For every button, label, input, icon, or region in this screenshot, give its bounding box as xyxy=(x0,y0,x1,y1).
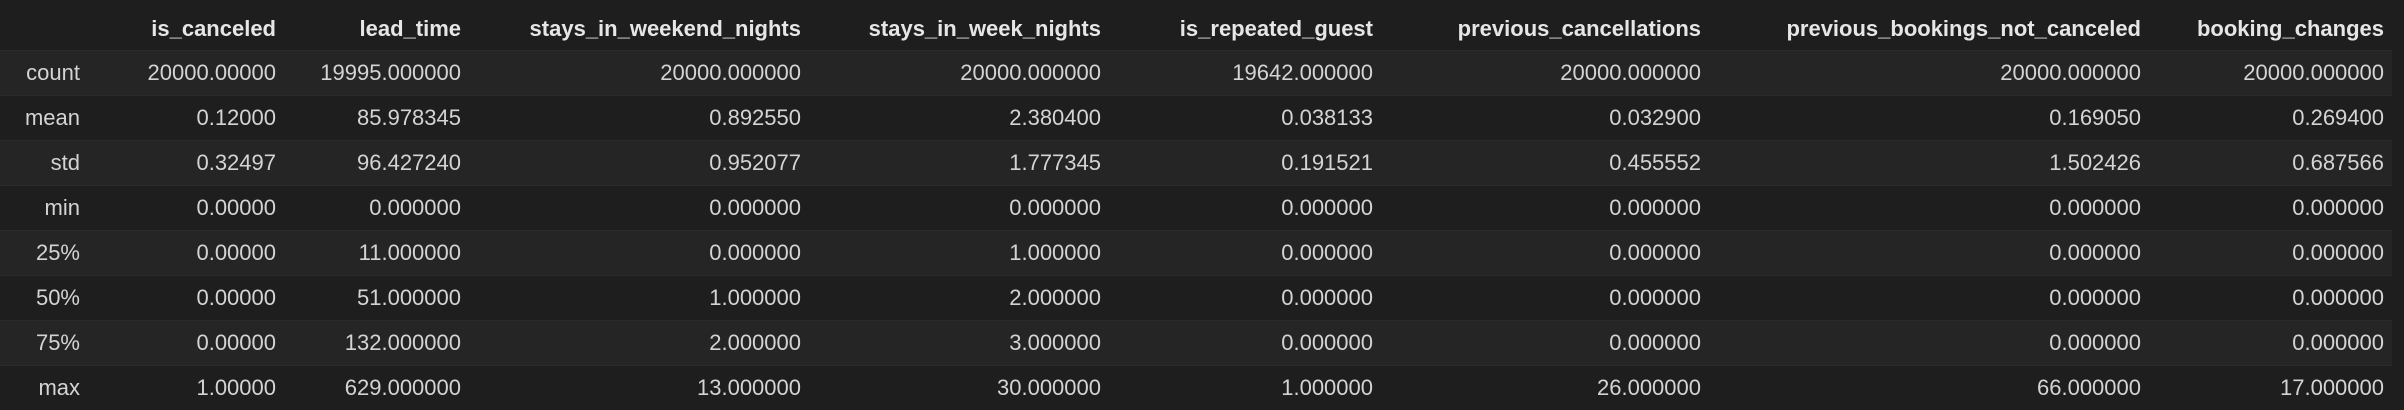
table-cell: 0.000000 xyxy=(2149,186,2392,231)
table-row: 50% 0.00000 51.000000 1.000000 2.000000 … xyxy=(0,276,2392,321)
table-cell: 0.00000 xyxy=(88,231,284,276)
table-cell: 629.000000 xyxy=(284,366,469,410)
table-cell: 0.169050 xyxy=(1709,96,2149,141)
table-cell: 0.687566 xyxy=(2149,141,2392,186)
table-row: 75% 0.00000 132.000000 2.000000 3.000000… xyxy=(0,321,2392,366)
table-cell: 0.000000 xyxy=(1109,231,1381,276)
table-cell: 1.502426 xyxy=(1709,141,2149,186)
table-cell: 0.000000 xyxy=(1109,186,1381,231)
table-cell: 1.00000 xyxy=(88,366,284,410)
table-cell: 0.000000 xyxy=(469,231,809,276)
table-cell: 2.000000 xyxy=(809,276,1109,321)
table-cell: 11.000000 xyxy=(284,231,469,276)
column-header: is_canceled xyxy=(88,8,284,51)
column-header: lead_time xyxy=(284,8,469,51)
describe-table: is_canceled lead_time stays_in_weekend_n… xyxy=(0,8,2392,410)
table-cell: 0.032900 xyxy=(1381,96,1709,141)
row-label: 25% xyxy=(0,231,88,276)
table-cell: 0.952077 xyxy=(469,141,809,186)
table-cell: 0.000000 xyxy=(1381,276,1709,321)
table-cell: 3.000000 xyxy=(809,321,1109,366)
table-cell: 0.000000 xyxy=(1381,321,1709,366)
table-row: min 0.00000 0.000000 0.000000 0.000000 0… xyxy=(0,186,2392,231)
table-cell: 0.00000 xyxy=(88,186,284,231)
table-cell: 0.000000 xyxy=(1109,321,1381,366)
table-cell: 0.455552 xyxy=(1381,141,1709,186)
column-header: is_repeated_guest xyxy=(1109,8,1381,51)
row-label: count xyxy=(0,51,88,96)
table-cell: 85.978345 xyxy=(284,96,469,141)
table-cell: 0.000000 xyxy=(2149,231,2392,276)
table-row: count 20000.00000 19995.000000 20000.000… xyxy=(0,51,2392,96)
table-cell: 0.32497 xyxy=(88,141,284,186)
table-cell: 2.000000 xyxy=(469,321,809,366)
table-cell: 0.000000 xyxy=(1381,186,1709,231)
table-cell: 0.12000 xyxy=(88,96,284,141)
column-header: booking_changes xyxy=(2149,8,2392,51)
table-cell: 13.000000 xyxy=(469,366,809,410)
table-cell: 0.269400 xyxy=(2149,96,2392,141)
table-row: max 1.00000 629.000000 13.000000 30.0000… xyxy=(0,366,2392,410)
row-label: mean xyxy=(0,96,88,141)
table-cell: 0.000000 xyxy=(469,186,809,231)
table-cell: 19642.000000 xyxy=(1109,51,1381,96)
table-cell: 19995.000000 xyxy=(284,51,469,96)
table-cell: 20000.000000 xyxy=(2149,51,2392,96)
table-cell: 0.000000 xyxy=(284,186,469,231)
table-cell: 0.00000 xyxy=(88,321,284,366)
row-label: 50% xyxy=(0,276,88,321)
table-cell: 20000.00000 xyxy=(88,51,284,96)
table-cell: 1.000000 xyxy=(809,231,1109,276)
table-cell: 1.777345 xyxy=(809,141,1109,186)
row-label: 75% xyxy=(0,321,88,366)
table-cell: 0.000000 xyxy=(809,186,1109,231)
column-header: stays_in_week_nights xyxy=(809,8,1109,51)
table-cell: 26.000000 xyxy=(1381,366,1709,410)
table-cell: 0.000000 xyxy=(1709,321,2149,366)
column-header: previous_cancellations xyxy=(1381,8,1709,51)
table-cell: 20000.000000 xyxy=(809,51,1109,96)
table-cell: 66.000000 xyxy=(1709,366,2149,410)
table-cell: 96.427240 xyxy=(284,141,469,186)
table-cell: 132.000000 xyxy=(284,321,469,366)
table-cell: 2.380400 xyxy=(809,96,1109,141)
table-cell: 0.000000 xyxy=(1709,231,2149,276)
index-header xyxy=(0,8,88,51)
column-header: previous_bookings_not_canceled xyxy=(1709,8,2149,51)
table-cell: 1.000000 xyxy=(1109,366,1381,410)
header-row: is_canceled lead_time stays_in_weekend_n… xyxy=(0,8,2392,51)
table-cell: 20000.000000 xyxy=(469,51,809,96)
table-cell: 0.000000 xyxy=(2149,321,2392,366)
table-cell: 20000.000000 xyxy=(1709,51,2149,96)
table-cell: 30.000000 xyxy=(809,366,1109,410)
table-cell: 1.000000 xyxy=(469,276,809,321)
table-cell: 0.000000 xyxy=(1709,276,2149,321)
row-label: min xyxy=(0,186,88,231)
table-cell: 0.00000 xyxy=(88,276,284,321)
table-row: mean 0.12000 85.978345 0.892550 2.380400… xyxy=(0,96,2392,141)
table-cell: 0.000000 xyxy=(1109,276,1381,321)
column-header: stays_in_weekend_nights xyxy=(469,8,809,51)
table-cell: 0.000000 xyxy=(2149,276,2392,321)
table-cell: 51.000000 xyxy=(284,276,469,321)
table-row: std 0.32497 96.427240 0.952077 1.777345 … xyxy=(0,141,2392,186)
table-cell: 20000.000000 xyxy=(1381,51,1709,96)
table-cell: 0.892550 xyxy=(469,96,809,141)
table-cell: 0.038133 xyxy=(1109,96,1381,141)
table-row: 25% 0.00000 11.000000 0.000000 1.000000 … xyxy=(0,231,2392,276)
table-cell: 0.191521 xyxy=(1109,141,1381,186)
row-label: max xyxy=(0,366,88,410)
table-cell: 0.000000 xyxy=(1381,231,1709,276)
table-cell: 0.000000 xyxy=(1709,186,2149,231)
row-label: std xyxy=(0,141,88,186)
table-cell: 17.000000 xyxy=(2149,366,2392,410)
